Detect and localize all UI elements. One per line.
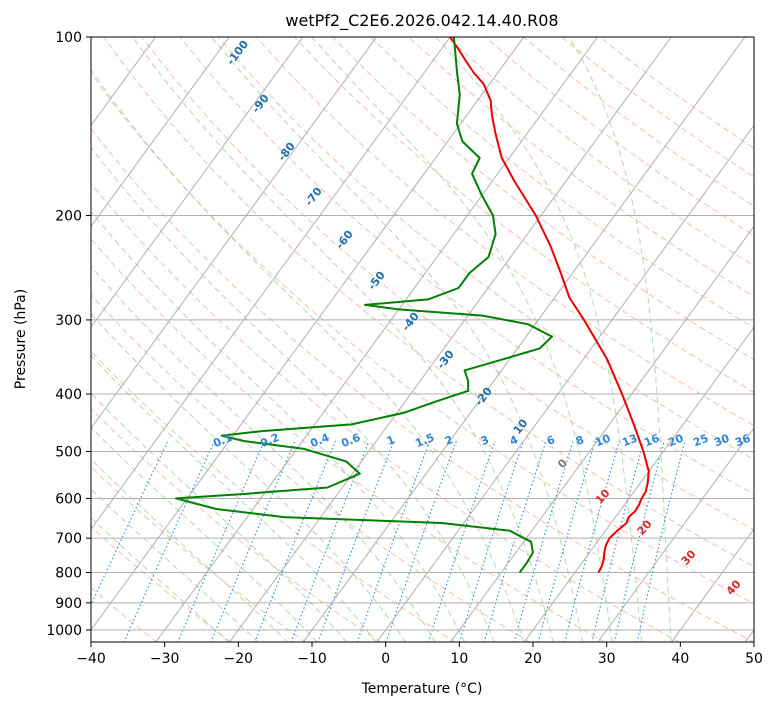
isotherm xyxy=(91,37,230,228)
isotherm xyxy=(670,528,754,642)
background-lines xyxy=(91,37,754,642)
mixing-ratio-line xyxy=(636,440,686,642)
mixing-ratio-line xyxy=(356,440,431,642)
x-tick-label: −40 xyxy=(76,651,106,667)
dry-adiabat xyxy=(91,407,382,642)
isotherm xyxy=(228,37,672,642)
x-axis-ticks: −40 −30 −20 −10 0 10 20 30 40 50 xyxy=(76,642,763,667)
x-tick-label: 40 xyxy=(671,651,689,667)
mixing-ratio-line xyxy=(564,440,620,642)
mixing-ratio-label: 2 xyxy=(443,433,455,448)
dry-adiabat xyxy=(91,72,754,605)
y-tick-label: 500 xyxy=(55,444,82,460)
moist-adiabat xyxy=(91,69,525,642)
dry-adiabat xyxy=(370,37,754,329)
mixing-ratio-line xyxy=(613,440,665,642)
isotherm xyxy=(449,225,754,642)
dry-adiabat xyxy=(91,182,680,642)
moist-adiabat xyxy=(91,265,436,642)
mixing-ratio-line xyxy=(385,440,457,642)
y-tick-label: 100 xyxy=(55,30,82,46)
dry-adiabat xyxy=(103,37,754,568)
moist-adiabat xyxy=(91,517,230,642)
dry-adiabat xyxy=(179,37,754,495)
x-tick-label: 10 xyxy=(450,651,468,667)
y-tick-label: 800 xyxy=(55,566,82,582)
moist-adiabat xyxy=(311,37,613,642)
mixing-ratio-label: 1 xyxy=(385,433,397,448)
mixing-ratio-line xyxy=(537,440,596,642)
moist-adiabat xyxy=(91,458,289,642)
x-tick-label: −20 xyxy=(224,651,254,667)
moist-adiabat xyxy=(91,354,377,642)
mixing-ratio-label: 20 xyxy=(666,432,685,450)
mixing-ratio-line xyxy=(591,440,645,642)
x-axis-label: Temperature (°C) xyxy=(361,681,483,697)
moist-adiabat xyxy=(132,37,554,642)
x-tick-label: −30 xyxy=(150,651,180,667)
pressure-gridlines xyxy=(91,37,754,631)
mixing-ratio-line xyxy=(483,440,547,642)
temperature-profile-line xyxy=(449,37,650,573)
y-axis-label: Pressure (hPa) xyxy=(13,289,29,389)
moist-adiabat xyxy=(435,37,643,642)
moist-adiabat xyxy=(568,37,672,642)
mixing-ratio-line xyxy=(513,440,574,642)
moist-adiabat xyxy=(91,146,495,642)
mixing-ratio-label: 3 xyxy=(479,433,491,448)
x-tick-label: 0 xyxy=(381,651,390,667)
dry-adiabat xyxy=(408,37,754,298)
moist-adiabat xyxy=(91,392,348,642)
mixing-ratio-label: 13 xyxy=(620,432,639,450)
profiles xyxy=(175,37,650,574)
dry-adiabat xyxy=(91,293,531,642)
y-tick-label: 200 xyxy=(55,209,82,225)
mixing-ratio-label: 36 xyxy=(733,432,752,450)
x-tick-label: −10 xyxy=(297,651,327,667)
isotherm xyxy=(302,37,746,642)
mixing-ratio-line xyxy=(177,440,265,642)
isotherm xyxy=(91,37,304,329)
mixing-ratio-line xyxy=(458,440,524,642)
y-tick-label: 600 xyxy=(55,491,82,507)
isotherm xyxy=(91,37,377,430)
x-tick-label: 30 xyxy=(598,651,616,667)
y-tick-label: 700 xyxy=(55,531,82,547)
mixing-ratio-label: 30 xyxy=(712,432,731,450)
dry-adiabat xyxy=(217,37,754,461)
mixing-ratio-line xyxy=(210,440,296,642)
y-tick-label: 1000 xyxy=(46,623,82,639)
dry-adiabat xyxy=(255,37,754,427)
x-tick-label: 20 xyxy=(524,651,542,667)
isotherm xyxy=(376,124,754,642)
dry-adiabat xyxy=(91,238,606,642)
moist-adiabat xyxy=(91,313,407,642)
mixing-ratio-label: 16 xyxy=(642,432,661,450)
mixing-ratio-label: 10 xyxy=(593,432,612,450)
chart-title: wetPf2_C2E6.2026.042.14.40.R08 xyxy=(285,11,558,31)
isotherm xyxy=(155,37,598,642)
isotherm xyxy=(523,326,754,642)
x-tick-label: 50 xyxy=(745,651,763,667)
mixing-ratio-label: 8 xyxy=(574,433,586,448)
plot-frame xyxy=(90,36,755,643)
moist-adiabat xyxy=(91,488,259,642)
dry-adiabat xyxy=(141,37,754,531)
moist-adiabat xyxy=(91,211,466,642)
isotherm xyxy=(91,37,525,631)
moist-adiabat xyxy=(211,37,584,642)
dry-adiabat xyxy=(91,466,307,642)
y-axis-ticks: 1000 900 800 700 600 500 400 300 200 100 xyxy=(46,30,91,639)
mixing-ratio-line xyxy=(123,440,216,642)
mixing-ratio-label: 25 xyxy=(691,432,710,450)
dewpoint-profile-line xyxy=(175,37,553,574)
isotherm xyxy=(597,427,754,642)
y-tick-label: 400 xyxy=(55,387,82,403)
y-tick-label: 900 xyxy=(55,596,82,612)
isotherm xyxy=(91,37,451,530)
y-tick-label: 300 xyxy=(55,313,82,329)
